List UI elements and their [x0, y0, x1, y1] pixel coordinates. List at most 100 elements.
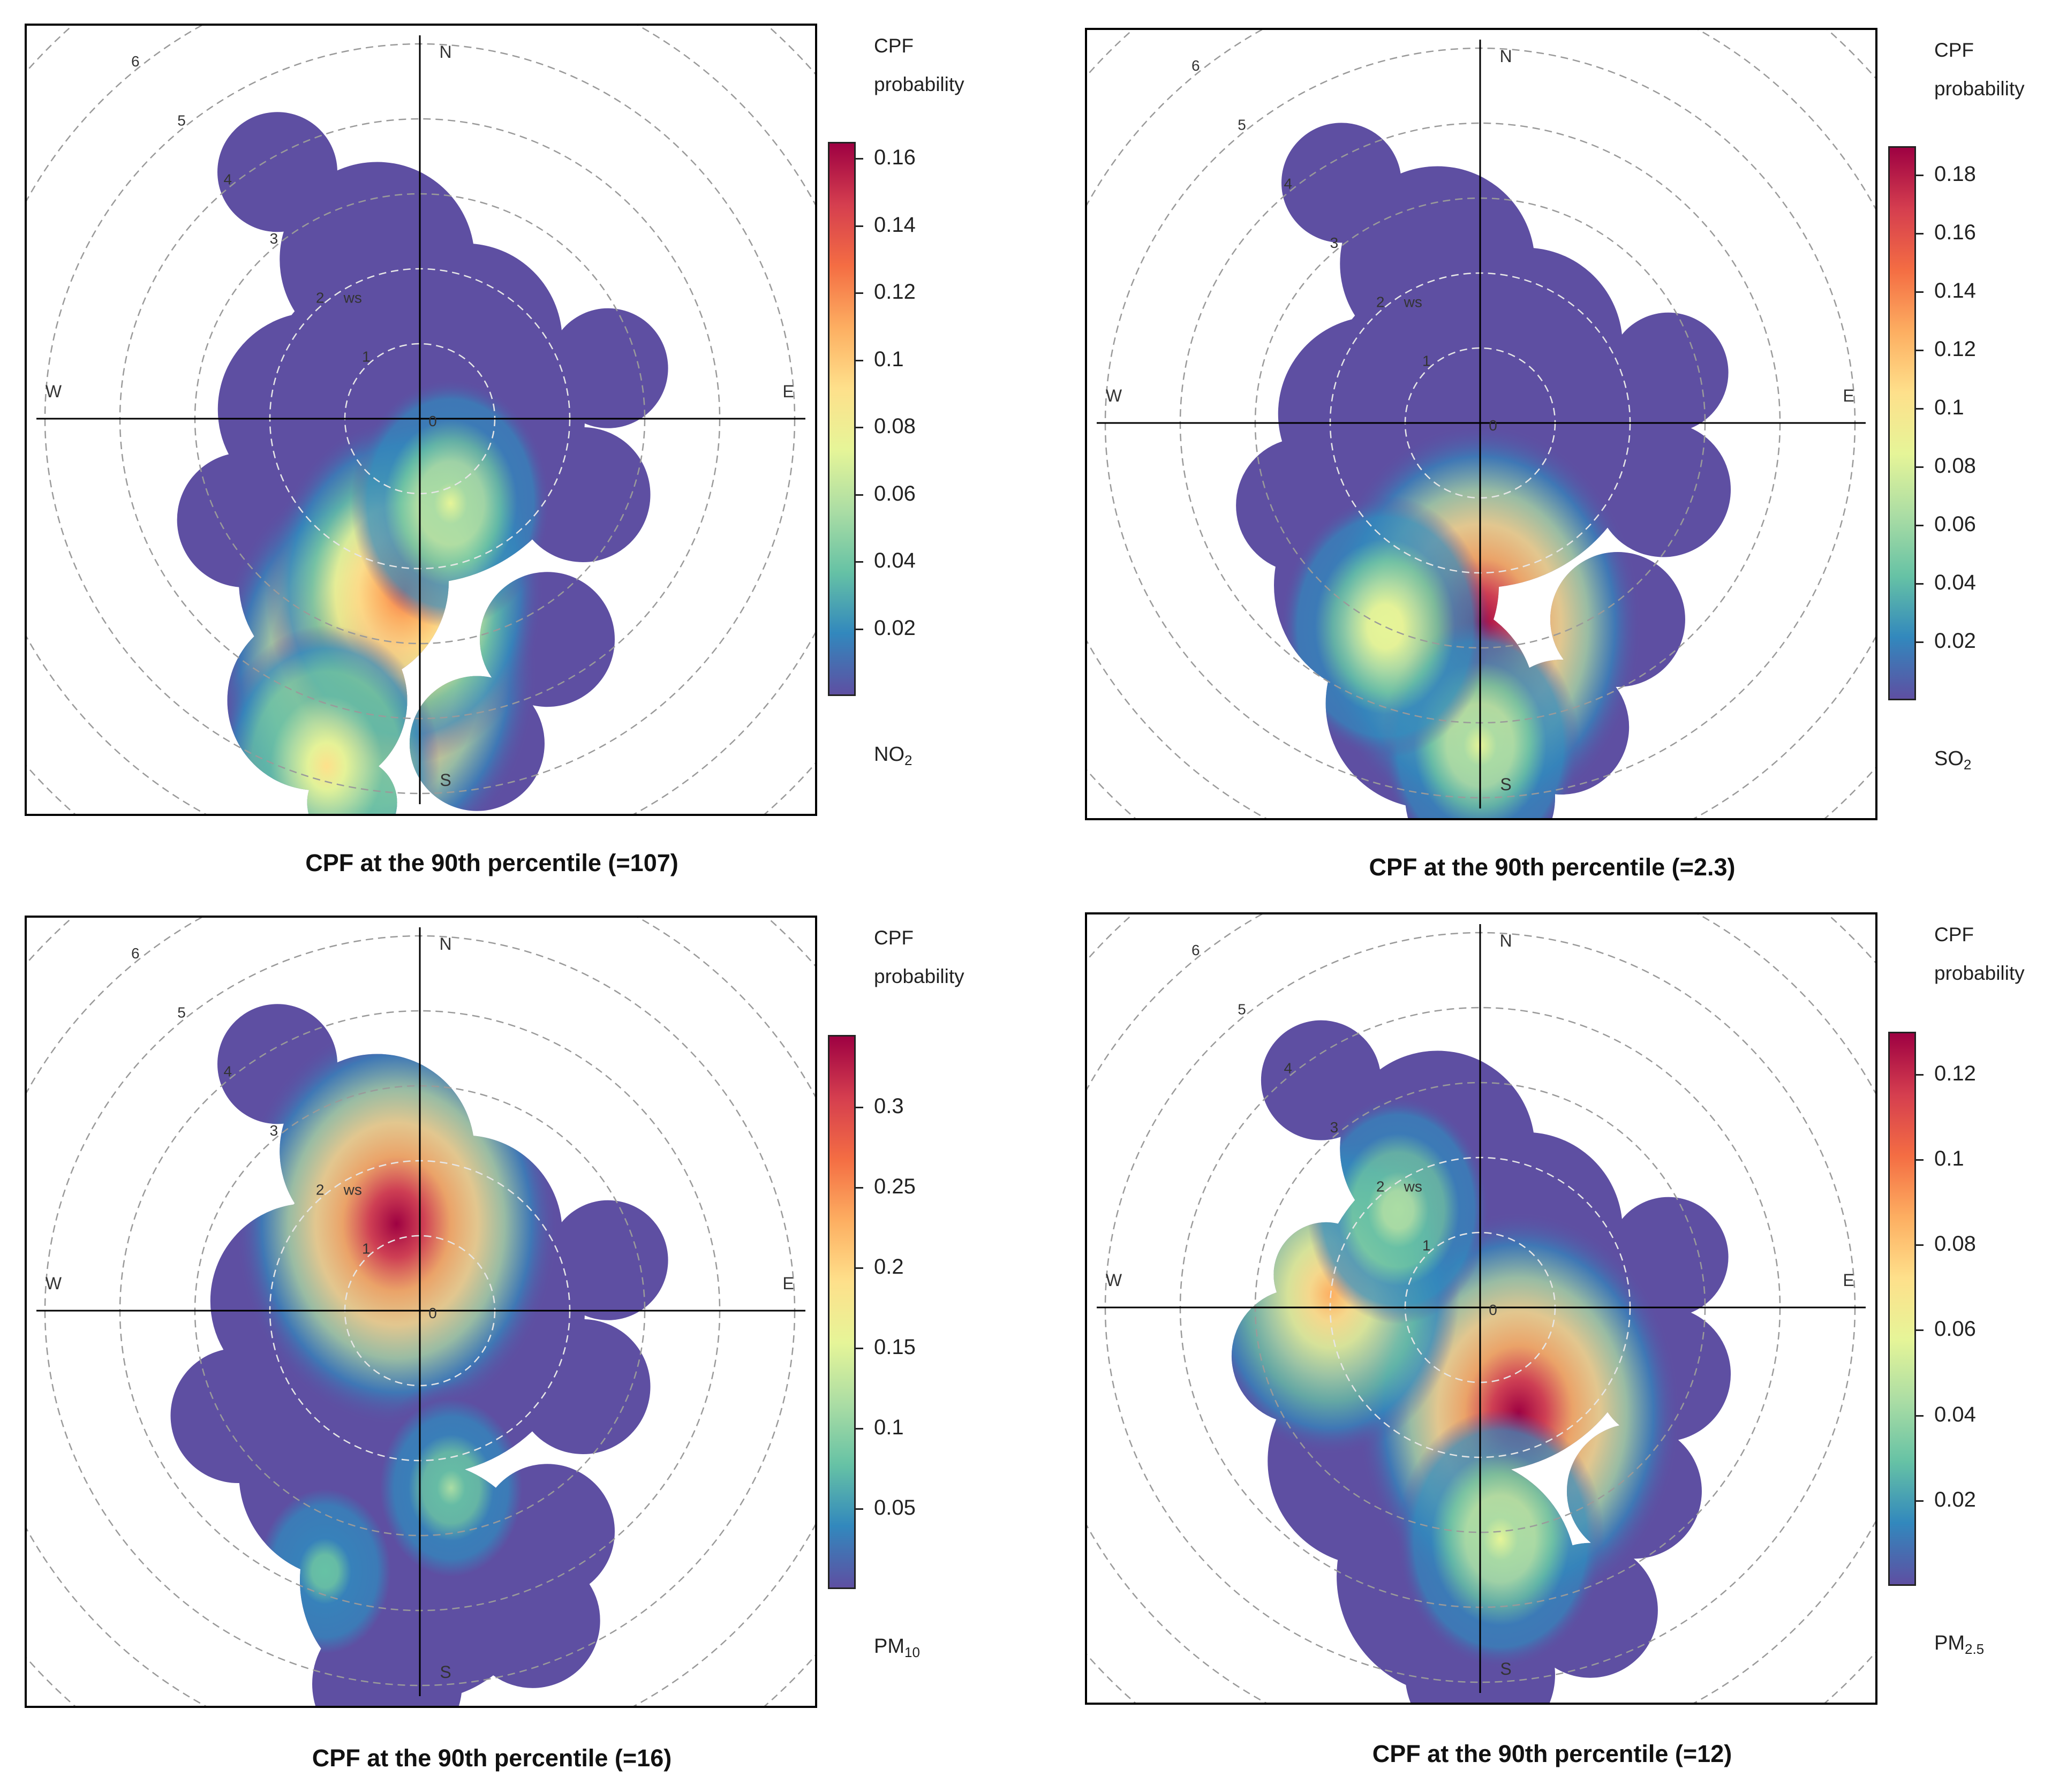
colorbar-tick-mark — [1916, 466, 1924, 468]
legend-title-cpf: CPF — [874, 927, 914, 949]
colorbar-tick-mark — [1916, 1415, 1924, 1417]
ws-tick-label: 3 — [1330, 1119, 1339, 1136]
direction-label: N — [1499, 47, 1512, 66]
colorbar-tick-label: 0.18 — [1934, 162, 1976, 186]
direction-label: E — [782, 1274, 794, 1293]
pollutant-main: PM — [1934, 1632, 1965, 1654]
colorbar-tick-mark — [1916, 1159, 1924, 1161]
pollutant-sub: 2.5 — [1965, 1641, 1985, 1657]
colorbar-tick-mark — [1916, 233, 1924, 235]
colorbar-tick-mark — [856, 225, 863, 227]
colorbar-tick-label: 0.1 — [874, 1416, 904, 1439]
colorbar-tick-mark — [856, 427, 863, 429]
ws-tick-label: 6 — [131, 945, 140, 962]
colorbar-tick-mark — [1916, 350, 1924, 352]
legend-title-probability: probability — [874, 965, 964, 987]
colorbar-tick-label: 0.16 — [1934, 221, 1976, 245]
ws-tick-label: 1 — [362, 349, 371, 365]
colorbar-tick-mark — [1916, 525, 1924, 527]
chart-caption: CPF at the 90th percentile (=16) — [312, 1744, 672, 1772]
cpf-hotspot — [214, 625, 440, 814]
colorbar-tick-mark — [1916, 1329, 1924, 1332]
cpf-field — [177, 112, 668, 814]
ws-tick-label: 4 — [1284, 1060, 1292, 1077]
pollutant-label: PM10 — [874, 1635, 920, 1661]
colorbar-tick-label: 0.04 — [874, 549, 916, 573]
ws-tick-label: 5 — [1238, 1001, 1246, 1017]
polar-svg: N E S W 0 1 2 3 4 5 6 ws — [1087, 914, 1875, 1703]
colorbar-tick-mark — [1916, 408, 1924, 410]
direction-label: E — [1843, 386, 1854, 405]
colorbar — [828, 1035, 856, 1589]
cpf-hotspot — [1307, 1095, 1490, 1324]
colorbar-tick-mark — [856, 1428, 863, 1430]
colorbar-tick-label: 0.1 — [1934, 1146, 1964, 1170]
colorbar-tick-mark — [856, 1187, 863, 1189]
legend-title-cpf: CPF — [874, 35, 914, 57]
pollutant-sub: 10 — [904, 1644, 920, 1660]
direction-label: E — [782, 382, 794, 401]
colorbar-tick-label: 0.3 — [874, 1094, 904, 1118]
polar-svg: N E S W 0 1 2 3 4 5 6 ws — [27, 918, 815, 1706]
colorbar-tick-label: 0.04 — [1934, 1402, 1976, 1426]
ws-tick-label: 0 — [428, 413, 437, 429]
pollutant-label: NO2 — [874, 743, 912, 769]
ws-tick-label: 0 — [1489, 1302, 1497, 1318]
colorbar — [1888, 146, 1916, 700]
colorbar-tick-label: 0.06 — [874, 481, 916, 505]
colorbar-tick-label: 0.15 — [874, 1335, 916, 1359]
colorbar-tick-mark — [1916, 641, 1924, 644]
ws-tick-label: 1 — [362, 1241, 371, 1257]
colorbar-tick-mark — [1916, 291, 1924, 293]
colorbar-tick-label: 0.04 — [1934, 571, 1976, 595]
colorbar-tick-mark — [856, 359, 863, 361]
colorbar-tick-label: 0.02 — [874, 616, 916, 640]
colorbar-tick-label: 0.06 — [1934, 1317, 1976, 1341]
colorbar-tick-mark — [856, 1267, 863, 1269]
colorbar-tick-mark — [1916, 583, 1924, 585]
colorbar — [828, 142, 856, 696]
pollutant-sub: 2 — [904, 752, 912, 768]
cpf-field — [1231, 1020, 1731, 1703]
polar-plot: N E S W 0 1 2 3 4 5 6 ws — [25, 24, 817, 816]
cpf-hotspot — [351, 378, 550, 628]
direction-label: S — [440, 770, 451, 790]
polar-svg: N E S W 0 1 2 3 4 5 6 ws — [27, 26, 815, 814]
ws-tick-label: 4 — [1284, 176, 1292, 192]
ws-tick-label: 6 — [1191, 57, 1200, 74]
ws-tick-label: 0 — [1489, 417, 1497, 434]
ws-axis-label: ws — [343, 1181, 362, 1198]
polar-svg: N E S W 0 1 2 3 4 5 6 ws — [1087, 30, 1875, 818]
direction-label: S — [440, 1662, 451, 1682]
colorbar-tick-mark — [856, 1107, 863, 1108]
ws-tick-label: 3 — [270, 230, 278, 247]
ws-tick-label: 4 — [223, 171, 232, 188]
direction-label: W — [46, 1274, 62, 1293]
ws-tick-label: 1 — [1422, 1237, 1431, 1254]
ws-tick-label: 3 — [270, 1122, 278, 1139]
chart-caption: CPF at the 90th percentile (=2.3) — [1369, 853, 1736, 881]
ws-tick-label: 2 — [316, 1181, 325, 1198]
colorbar-tick-label: 0.2 — [874, 1255, 904, 1279]
colorbar-tick-mark — [856, 158, 863, 160]
legend-title-probability: probability — [874, 73, 964, 95]
direction-label: N — [439, 42, 451, 62]
pollutant-sub: 2 — [1963, 757, 1972, 773]
pollutant-main: PM — [874, 1635, 904, 1658]
ws-axis-label: ws — [1404, 1178, 1422, 1194]
colorbar-tick-mark — [856, 628, 863, 630]
colorbar-tick-mark — [856, 494, 863, 496]
direction-label: N — [1499, 931, 1512, 950]
colorbar-tick-label: 0.16 — [874, 146, 916, 170]
colorbar-tick-label: 0.14 — [874, 213, 916, 237]
ws-axis-label: ws — [1404, 293, 1422, 310]
colorbar-tick-label: 0.06 — [1934, 512, 1976, 536]
colorbar-tick-mark — [1916, 175, 1924, 177]
legend-title-probability: probability — [1934, 962, 2025, 984]
polar-plot: N E S W 0 1 2 3 4 5 6 ws — [1085, 912, 1877, 1705]
legend-title-probability: probability — [1934, 78, 2025, 100]
chart-caption: CPF at the 90th percentile (=12) — [1372, 1740, 1732, 1767]
colorbar-tick-mark — [1916, 1244, 1924, 1246]
colorbar-tick-label: 0.08 — [1934, 454, 1976, 478]
colorbar-tick-label: 0.25 — [874, 1175, 916, 1198]
